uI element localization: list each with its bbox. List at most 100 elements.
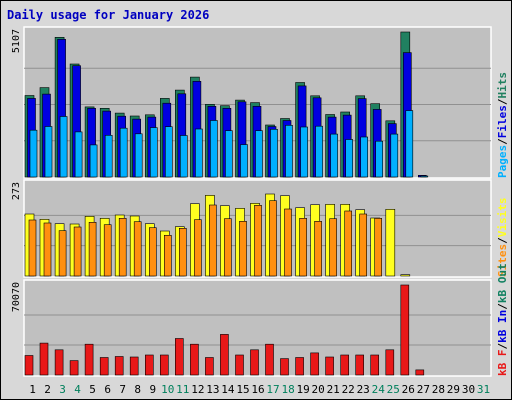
x-tick-label-day-12: 12 <box>191 383 204 396</box>
x-tick-label-day-21: 21 <box>327 383 340 396</box>
x-tick-label-day-23: 23 <box>357 383 370 396</box>
bar-pages-day-16 <box>255 130 263 178</box>
bar-pages-day-13 <box>210 120 218 178</box>
bar-sites-day-10 <box>164 235 172 277</box>
panel-middle: 273 Sites/Visits <box>11 179 509 278</box>
bar-pages-day-1 <box>29 129 38 178</box>
y-max-label: 70070 <box>11 282 22 312</box>
x-tick-label-day-2: 2 <box>44 383 51 396</box>
legend-item-kb-out: kB Out <box>496 263 509 303</box>
legend-item-sites: Sites <box>496 244 509 277</box>
bar-kb-f-day-23 <box>355 354 365 376</box>
bar-pages-day-8 <box>134 133 143 178</box>
bar-sites-day-5 <box>88 222 97 277</box>
x-tick-label-day-1: 1 <box>29 383 36 396</box>
x-tick-label-day-15: 15 <box>236 383 249 396</box>
bar-pages-day-9 <box>150 127 158 178</box>
bar-pages-day-6 <box>104 135 113 178</box>
bar-kb-f-day-10 <box>160 354 169 376</box>
bar-pages-day-25 <box>390 133 399 178</box>
bar-sites-day-15 <box>239 221 247 277</box>
x-axis-labels: 1 2 3 4 5 6 7 8 9 10 11 12 13 14 15 16 17 18 19 20 21 22 23 24 2… <box>29 383 490 396</box>
bar-visits-day-25 <box>385 209 396 277</box>
bar-kb-f-day-2 <box>39 342 49 376</box>
bar-kb-f-day-7 <box>114 356 124 376</box>
bar-sites-day-1 <box>28 219 37 277</box>
bar-sites-day-18 <box>284 208 292 277</box>
x-tick-label-day-16: 16 <box>251 383 264 396</box>
x-tick-label-day-14: 14 <box>221 383 235 396</box>
x-tick-label-day-28: 28 <box>432 383 445 396</box>
bar-pages-day-10 <box>165 126 173 178</box>
bar-kb-f-day-15 <box>235 354 244 376</box>
bar-kb-f-day-11 <box>175 338 184 376</box>
bar-kb-f-day-14 <box>220 334 229 376</box>
side-legend: kB F/kB In/kB Out <box>496 263 509 376</box>
bar-pages-day-12 <box>195 128 203 178</box>
legend-item-files: Files <box>496 105 509 138</box>
bar-pages-day-19 <box>300 126 308 178</box>
bar-pages-day-15 <box>240 144 248 178</box>
bar-sites-day-24 <box>374 218 383 277</box>
bar-pages-day-3 <box>59 116 68 178</box>
legend-item-kb-f: kB F <box>496 350 509 377</box>
x-tick-label-day-18: 18 <box>281 383 294 396</box>
x-tick-label-day-26: 26 <box>402 383 415 396</box>
x-tick-label-day-4: 4 <box>74 383 81 396</box>
bar-kb-f-day-6 <box>99 357 109 376</box>
bar-kb-f-day-16 <box>250 349 259 376</box>
bar-kb-f-day-27 <box>415 369 425 376</box>
x-tick-label-day-24: 24 <box>372 383 386 396</box>
legend-separator: / <box>496 138 509 145</box>
legend-item-pages: Pages <box>496 145 509 178</box>
x-tick-label-day-5: 5 <box>89 383 96 396</box>
bar-pages-day-5 <box>89 144 98 178</box>
x-tick-label-day-27: 27 <box>417 383 430 396</box>
bar-pages-day-26 <box>405 110 414 178</box>
bar-kb-f-day-19 <box>295 357 304 376</box>
x-tick-label-day-10: 10 <box>161 383 174 396</box>
bar-sites-day-16 <box>254 205 262 277</box>
bar-kb-f-day-24 <box>370 354 380 376</box>
bar-pages-day-11 <box>180 135 188 178</box>
bar-sites-day-13 <box>209 204 217 277</box>
x-tick-label-day-19: 19 <box>296 383 309 396</box>
legend-separator: / <box>496 303 509 310</box>
bar-pages-day-27 <box>420 175 429 178</box>
bar-sites-day-23 <box>359 213 368 277</box>
x-tick-label-day-9: 9 <box>149 383 156 396</box>
x-tick-label-day-11: 11 <box>176 383 189 396</box>
bar-kb-f-day-13 <box>205 357 214 376</box>
bar-kb-f-day-3 <box>54 349 64 376</box>
x-tick-label-day-22: 22 <box>342 383 355 396</box>
legend-separator: / <box>496 343 509 350</box>
x-tick-label-day-8: 8 <box>134 383 141 396</box>
bar-pages-day-21 <box>330 133 338 178</box>
x-tick-label-day-20: 20 <box>311 383 324 396</box>
bar-pages-day-7 <box>119 127 128 178</box>
bar-pages-day-20 <box>315 125 323 178</box>
bar-kb-f-day-12 <box>190 343 199 376</box>
bar-sites-day-6 <box>103 224 112 277</box>
bar-kb-f-day-5 <box>84 343 94 376</box>
y-max-label: 5107 <box>11 29 22 53</box>
bar-kb-f-day-20 <box>310 352 319 376</box>
bar-sites-day-12 <box>194 219 202 277</box>
bar-sites-day-17 <box>269 200 277 277</box>
x-tick-label-day-3: 3 <box>59 383 66 396</box>
bar-pages-day-24 <box>375 140 384 178</box>
bar-sites-day-22 <box>344 210 353 277</box>
bar-kb-f-day-9 <box>145 354 154 376</box>
bar-sites-day-8 <box>133 221 142 277</box>
y-max-label: 273 <box>11 182 22 200</box>
bar-sites-day-19 <box>299 218 307 277</box>
panels-layer: 5107Pages/Files/Hits273Sites/Visits70070… <box>11 26 509 377</box>
legend-item-hits: Hits <box>496 72 509 99</box>
x-tick-label-day-29: 29 <box>447 383 460 396</box>
bar-kb-f-day-26 <box>400 284 410 376</box>
bar-sites-day-11 <box>179 228 187 277</box>
bar-kb-f-day-25 <box>385 349 395 376</box>
